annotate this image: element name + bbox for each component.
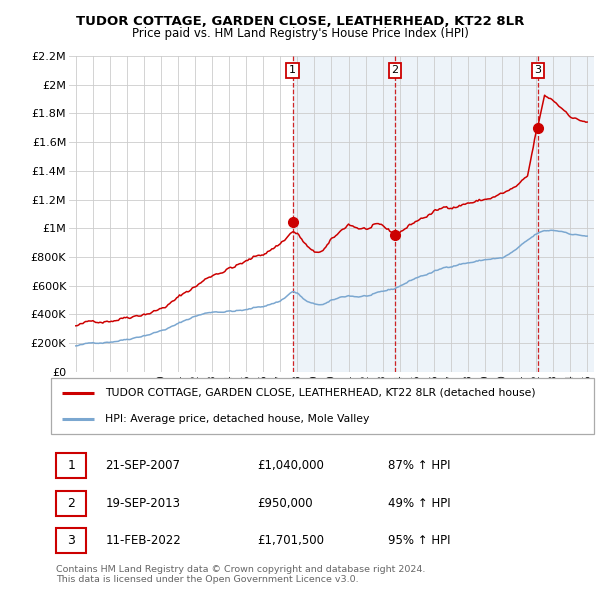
Text: Price paid vs. HM Land Registry's House Price Index (HPI): Price paid vs. HM Land Registry's House … xyxy=(131,27,469,40)
Bar xyxy=(395,56,538,372)
Bar xyxy=(538,56,596,372)
Text: TUDOR COTTAGE, GARDEN CLOSE, LEATHERHEAD, KT22 8LR (detached house): TUDOR COTTAGE, GARDEN CLOSE, LEATHERHEAD… xyxy=(106,388,536,398)
Text: 87% ↑ HPI: 87% ↑ HPI xyxy=(388,459,450,472)
FancyBboxPatch shape xyxy=(56,490,86,516)
Text: £1,701,500: £1,701,500 xyxy=(257,534,325,548)
Text: 2: 2 xyxy=(67,497,76,510)
FancyBboxPatch shape xyxy=(51,378,594,434)
Text: £950,000: £950,000 xyxy=(257,497,313,510)
Text: 21-SEP-2007: 21-SEP-2007 xyxy=(106,459,181,472)
FancyBboxPatch shape xyxy=(56,528,86,553)
Text: £1,040,000: £1,040,000 xyxy=(257,459,324,472)
Text: This data is licensed under the Open Government Licence v3.0.: This data is licensed under the Open Gov… xyxy=(56,575,359,584)
Text: 11-FEB-2022: 11-FEB-2022 xyxy=(106,534,181,548)
FancyBboxPatch shape xyxy=(56,453,86,478)
Text: 3: 3 xyxy=(535,65,542,76)
Text: 95% ↑ HPI: 95% ↑ HPI xyxy=(388,534,450,548)
Text: Contains HM Land Registry data © Crown copyright and database right 2024.: Contains HM Land Registry data © Crown c… xyxy=(56,565,426,574)
Text: 1: 1 xyxy=(289,65,296,76)
Text: HPI: Average price, detached house, Mole Valley: HPI: Average price, detached house, Mole… xyxy=(106,414,370,424)
Text: 3: 3 xyxy=(67,534,76,548)
Text: 2: 2 xyxy=(391,65,398,76)
Text: TUDOR COTTAGE, GARDEN CLOSE, LEATHERHEAD, KT22 8LR: TUDOR COTTAGE, GARDEN CLOSE, LEATHERHEAD… xyxy=(76,15,524,28)
Text: 1: 1 xyxy=(67,459,76,472)
Text: 19-SEP-2013: 19-SEP-2013 xyxy=(106,497,181,510)
Text: 49% ↑ HPI: 49% ↑ HPI xyxy=(388,497,450,510)
Bar xyxy=(293,56,395,372)
